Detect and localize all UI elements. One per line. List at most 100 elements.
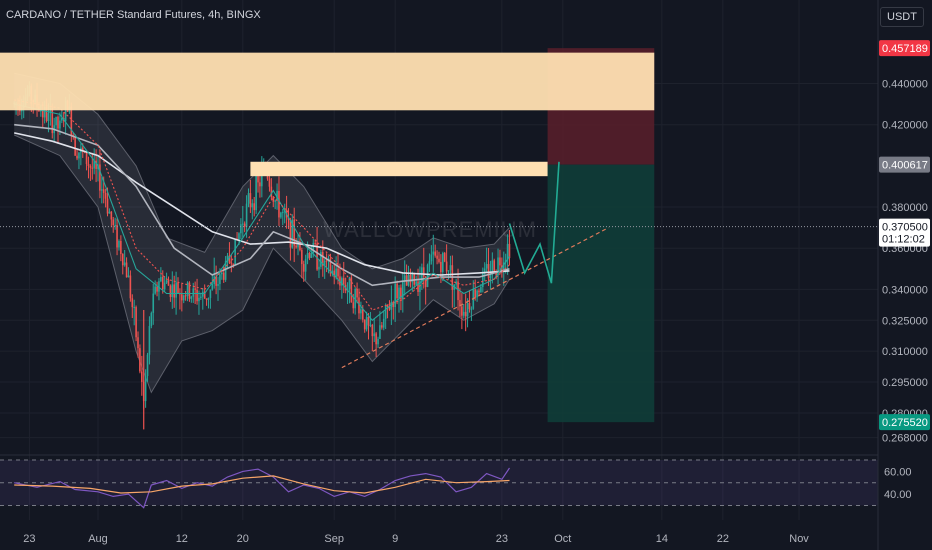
candle-body xyxy=(476,290,478,298)
candle-body xyxy=(85,152,88,165)
candle-body xyxy=(464,311,467,317)
moving-average-line xyxy=(14,99,510,311)
price-axis[interactable]: 0.4400000.4200000.3800000.3600000.340000… xyxy=(877,0,932,550)
symbol-title: CARDANO / TETHER Standard Futures, 4h, B… xyxy=(6,9,261,21)
time-axis-label: 12 xyxy=(176,533,188,545)
candle-body xyxy=(217,284,219,286)
time-axis[interactable]: 23 Aug 12 20 Sep 9 23 Oct 14 22 Nov xyxy=(23,533,809,545)
candle-body xyxy=(102,189,105,193)
candle-body xyxy=(394,283,396,308)
candle-body xyxy=(120,240,122,254)
candle-body xyxy=(386,304,389,308)
time-axis-label: 23 xyxy=(23,533,35,545)
candle-body xyxy=(350,277,353,303)
moving-average-line xyxy=(14,103,510,322)
candle-body xyxy=(251,203,254,208)
rsi-ma-line xyxy=(14,475,510,494)
candle-body xyxy=(141,371,143,382)
candle-body xyxy=(363,319,366,330)
candle-body xyxy=(388,307,391,310)
candle-body xyxy=(222,272,225,280)
candle-body xyxy=(466,303,469,317)
candle-body xyxy=(70,106,73,135)
currency-button[interactable]: USDT xyxy=(880,7,924,27)
time-axis-label: Sep xyxy=(324,533,344,545)
candle-body xyxy=(198,297,200,302)
price-label-tag xyxy=(879,156,930,173)
drawing-layer-front[interactable] xyxy=(0,52,655,369)
candle-body xyxy=(304,258,307,272)
candle-body xyxy=(348,277,351,289)
candle-body xyxy=(508,243,511,259)
candle-body xyxy=(200,296,202,298)
candle-body xyxy=(409,274,412,283)
candle-body xyxy=(64,100,67,122)
candle-body xyxy=(215,276,217,286)
candle-body xyxy=(89,165,92,168)
price-label-tag xyxy=(879,40,930,57)
candle-body xyxy=(101,189,103,191)
candle-body xyxy=(352,302,355,309)
candle-body xyxy=(270,186,273,197)
candle-body xyxy=(291,219,294,248)
candle-body xyxy=(455,281,457,285)
candle-body xyxy=(93,160,95,169)
candle-body xyxy=(196,289,198,302)
candle-body xyxy=(491,260,494,275)
candle-body xyxy=(261,168,263,187)
time-axis-label: Aug xyxy=(88,533,108,545)
candle-body xyxy=(139,348,141,372)
candle-body xyxy=(163,282,166,290)
candle-body xyxy=(482,273,484,288)
candle-body xyxy=(127,275,130,278)
candle-body xyxy=(257,176,259,183)
candle-body xyxy=(495,271,497,276)
candle-body xyxy=(415,281,417,285)
candle-body xyxy=(87,164,90,166)
candle-body xyxy=(289,219,292,248)
candle-body xyxy=(392,301,395,308)
support-trendline xyxy=(341,227,609,369)
candle-body xyxy=(59,120,61,129)
candle-body xyxy=(41,110,44,118)
candle-body xyxy=(335,268,337,278)
candle-body xyxy=(169,285,172,298)
price-axis-label: 0.340000 xyxy=(882,284,928,296)
candle-body xyxy=(422,267,425,277)
candle-body xyxy=(400,287,402,300)
time-axis-label: Oct xyxy=(554,533,571,545)
candle-body xyxy=(154,286,156,294)
candle-body xyxy=(175,282,177,298)
candle-body xyxy=(118,240,120,248)
candle-body xyxy=(45,107,48,122)
candle-body xyxy=(232,263,235,265)
candle-body xyxy=(306,253,309,259)
candle-body xyxy=(360,309,362,314)
resistance-zone xyxy=(0,52,655,111)
candle-body xyxy=(160,277,162,282)
candle-body xyxy=(438,258,440,262)
candle-body xyxy=(398,287,400,299)
take-profit-area xyxy=(547,164,655,423)
candle-body xyxy=(445,261,448,272)
price-axis-label: 0.420000 xyxy=(882,120,928,132)
candle-body xyxy=(459,300,461,307)
resistance-zone xyxy=(250,161,548,177)
moving-averages xyxy=(14,99,510,322)
candle-body xyxy=(51,108,54,134)
candle-body xyxy=(112,219,115,225)
candle-body xyxy=(184,295,187,297)
price-axis-label: 0.268000 xyxy=(882,433,928,445)
time-axis-label: 14 xyxy=(656,533,668,545)
candle-body xyxy=(190,296,193,299)
candle-body xyxy=(483,268,486,274)
candle-body xyxy=(226,255,229,262)
candle-body xyxy=(302,264,305,272)
candle-body xyxy=(318,266,320,270)
candle-body xyxy=(502,262,505,272)
price-label-text: 0.400617 xyxy=(882,160,928,172)
time-axis-label: Nov xyxy=(789,533,809,545)
candle-body xyxy=(489,274,492,279)
candle-body xyxy=(158,281,160,292)
